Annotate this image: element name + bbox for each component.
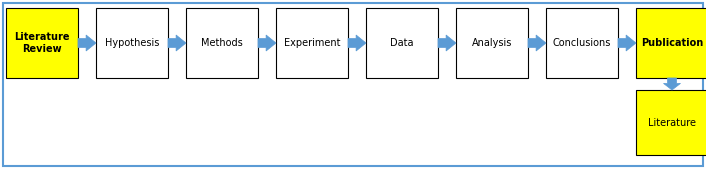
Polygon shape [78, 35, 96, 51]
FancyBboxPatch shape [636, 8, 706, 78]
Polygon shape [618, 35, 636, 51]
Polygon shape [664, 78, 681, 90]
Text: Experiment: Experiment [284, 38, 340, 48]
Text: Methods: Methods [201, 38, 243, 48]
Text: Conclusions: Conclusions [553, 38, 611, 48]
FancyBboxPatch shape [636, 90, 706, 155]
Text: Literature: Literature [648, 117, 696, 127]
Polygon shape [348, 35, 366, 51]
FancyBboxPatch shape [6, 8, 78, 78]
FancyBboxPatch shape [366, 8, 438, 78]
FancyBboxPatch shape [456, 8, 528, 78]
Text: Literature
Review: Literature Review [14, 32, 70, 54]
FancyBboxPatch shape [186, 8, 258, 78]
FancyBboxPatch shape [546, 8, 618, 78]
Polygon shape [528, 35, 546, 51]
Polygon shape [438, 35, 456, 51]
Polygon shape [258, 35, 276, 51]
FancyBboxPatch shape [276, 8, 348, 78]
Text: Hypothesis: Hypothesis [104, 38, 159, 48]
Text: Publication: Publication [641, 38, 703, 48]
Polygon shape [168, 35, 186, 51]
Text: Data: Data [390, 38, 414, 48]
Text: Analysis: Analysis [472, 38, 512, 48]
FancyBboxPatch shape [96, 8, 168, 78]
